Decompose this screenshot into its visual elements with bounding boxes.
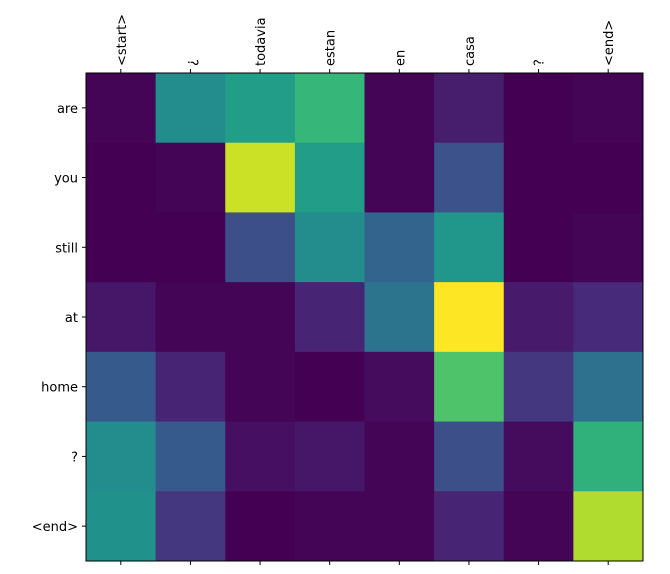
heatmap-cell (503, 212, 574, 283)
x-tick-label: ¿ (184, 59, 199, 66)
heatmap-cell (434, 73, 505, 144)
y-tick-label: are (57, 102, 78, 117)
heatmap-cell (573, 282, 644, 353)
heatmap-cell (573, 73, 644, 144)
heatmap-cell (434, 212, 505, 283)
x-tick-label: en (393, 50, 408, 66)
heatmap-cell (434, 421, 505, 492)
heatmap-cell (155, 351, 226, 423)
heatmap-cell (294, 282, 365, 353)
heatmap-cell (225, 351, 296, 423)
heatmap-cell (434, 351, 505, 423)
heatmap-cell (434, 142, 505, 213)
heatmap-cell (86, 491, 157, 562)
y-tick-label: at (65, 311, 78, 326)
x-tick-label: todavia (254, 17, 269, 66)
y-tick-label: home (41, 381, 78, 396)
heatmap-cell (294, 142, 365, 213)
heatmap-cell (294, 491, 365, 562)
heatmap-cells (86, 73, 644, 562)
heatmap-cell (364, 491, 435, 562)
heatmap-cell (225, 142, 296, 213)
heatmap-cell (86, 351, 157, 423)
heatmap-cell (503, 491, 574, 562)
heatmap-cell (294, 421, 365, 492)
heatmap-cell (294, 351, 365, 423)
heatmap-cell (155, 142, 226, 213)
heatmap-cell (434, 491, 505, 562)
heatmap-cell (364, 282, 435, 353)
heatmap-cell (573, 142, 644, 213)
heatmap-cell (86, 212, 157, 283)
x-axis-ticks: <start> ¿ todavia estan en casa? <end> (115, 14, 617, 565)
heatmap-cell (294, 73, 365, 144)
heatmap-cell (155, 212, 226, 283)
y-tick-label: you (54, 172, 78, 187)
heatmap-cell (364, 421, 435, 492)
heatmap-cell (225, 282, 296, 353)
y-tick-label: <end> (32, 520, 78, 535)
heatmap-cell (364, 73, 435, 144)
heatmap-cell (86, 282, 157, 353)
heatmap-cell (503, 421, 574, 492)
heatmap-cell (225, 491, 296, 562)
heatmap-cell (225, 421, 296, 492)
heatmap-cell (225, 73, 296, 144)
heatmap-cell (503, 351, 574, 423)
y-tick-label: still (55, 241, 78, 256)
heatmap-cell (503, 73, 574, 144)
heatmap-cell (155, 421, 226, 492)
x-tick-label: <end> (602, 20, 617, 66)
heatmap-cell (503, 282, 574, 353)
x-tick-label: estan (324, 30, 339, 66)
heatmap-cell (225, 212, 296, 283)
heatmap-cell (155, 491, 226, 562)
heatmap-cell (573, 491, 644, 562)
heatmap-cell (573, 421, 644, 492)
y-tick-label: ? (71, 450, 78, 465)
x-tick-label: casa (463, 36, 478, 66)
heatmap-cell (364, 351, 435, 423)
heatmap-cell (86, 142, 157, 213)
x-tick-label: <start> (115, 14, 130, 66)
heatmap-cell (503, 142, 574, 213)
heatmap-cell (573, 351, 644, 423)
heatmap-cell (364, 142, 435, 213)
heatmap-cell (86, 73, 157, 144)
heatmap-cell (573, 212, 644, 283)
heatmap-cell (86, 421, 157, 492)
heatmap-cell (155, 282, 226, 353)
x-tick-label: ? (533, 59, 548, 66)
heatmap-cell (434, 282, 505, 353)
heatmap-cell (294, 212, 365, 283)
heatmap-cell (364, 212, 435, 283)
heatmap-cell (155, 73, 226, 144)
y-axis-ticks: are you still at home? <end> (32, 102, 86, 535)
